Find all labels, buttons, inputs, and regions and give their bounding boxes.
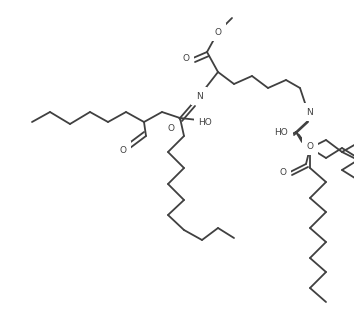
Text: HO: HO [198, 118, 212, 127]
Text: N: N [196, 91, 202, 100]
Text: O: O [167, 123, 174, 132]
Text: O: O [307, 141, 314, 151]
Text: HO: HO [274, 128, 288, 137]
Text: O: O [119, 145, 126, 154]
Text: O: O [215, 27, 222, 36]
Text: O: O [279, 168, 286, 176]
Text: O: O [182, 54, 189, 62]
Text: N: N [306, 108, 313, 117]
